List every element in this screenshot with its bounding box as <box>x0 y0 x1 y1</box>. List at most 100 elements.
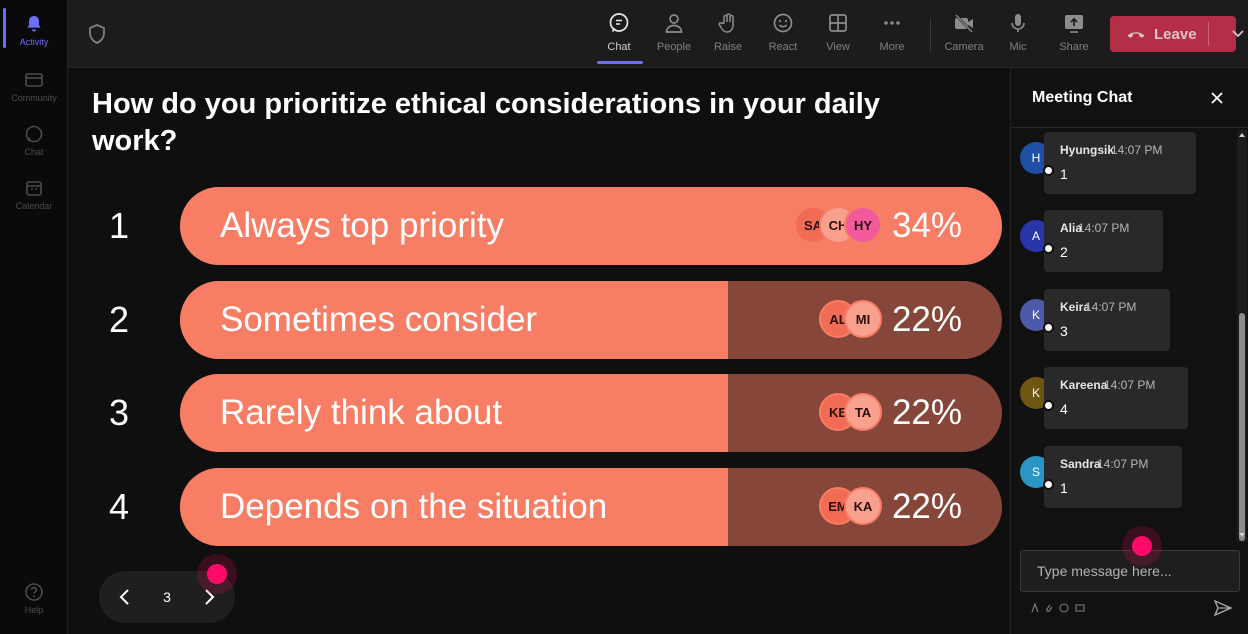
poll-option-percent: 22% <box>891 300 962 339</box>
voter-avatars: KE TA <box>819 393 882 433</box>
send-icon[interactable] <box>1213 598 1233 618</box>
hand-icon <box>718 13 734 33</box>
poll-option-label: Depends on the situation <box>220 487 608 526</box>
rail-item-help[interactable]: Help <box>0 578 68 628</box>
mic-icon <box>1011 14 1025 32</box>
meeting-chat-panel: Meeting Chat H Hyungsik 14:07 PM 1 A Alia 14:0… <box>1010 68 1248 634</box>
toolbar-mic-button[interactable]: Mic <box>993 10 1043 60</box>
rail-item-activity[interactable]: Activity <box>0 10 68 60</box>
community-icon <box>25 73 43 87</box>
toolbar-chat-button[interactable]: Chat <box>594 10 644 60</box>
toolbar-camera-button[interactable]: Camera <box>939 10 989 60</box>
format-icon[interactable] <box>1031 603 1039 613</box>
message-sender: Alia <box>1060 221 1083 235</box>
message-text: 1 <box>1060 480 1068 496</box>
rail-item-chat[interactable]: Chat <box>0 120 68 170</box>
leave-button[interactable]: Leave <box>1110 16 1244 52</box>
message-text: 1 <box>1060 166 1068 182</box>
poll-option-fill <box>180 281 729 359</box>
chevron-left-icon[interactable] <box>113 585 137 609</box>
toolbar-divider <box>930 18 931 52</box>
rail-active-indicator <box>3 8 6 48</box>
toolbar-people-button[interactable]: People <box>649 10 699 60</box>
rail-item-community[interactable]: Community <box>0 66 68 116</box>
message-sender: Sandra <box>1060 457 1101 471</box>
cursor-indicator <box>1132 536 1152 556</box>
people-icon <box>665 14 683 33</box>
composer-tools <box>1031 603 1085 615</box>
poll-option-number: 2 <box>108 299 130 340</box>
toolbar-active-indicator <box>597 61 643 64</box>
emoji-icon[interactable] <box>1059 603 1069 613</box>
message-bubble: Hyungsik 14:07 PM 1 <box>1044 132 1196 194</box>
chat-panel-title: Meeting Chat <box>1032 89 1133 106</box>
attach-icon[interactable] <box>1045 603 1053 613</box>
poll-option-fill <box>180 374 729 452</box>
meeting-toolbar: Chat People Raise React View More Camera… <box>68 0 1248 68</box>
poll-option: 2 Sometimes consider AL MI 22% <box>92 281 1002 359</box>
poll-option: 3 Rarely think about KE TA 22% <box>92 374 1002 452</box>
shield-icon[interactable] <box>88 24 106 44</box>
message-sender: Kareena <box>1060 378 1108 392</box>
rail-item-calendar[interactable]: Calendar <box>0 174 68 224</box>
message-bubble: Sandra 14:07 PM 1 <box>1044 446 1182 508</box>
message-text: 4 <box>1060 401 1068 417</box>
toolbar-react-button[interactable]: React <box>758 10 808 60</box>
message-bubble: Alia 14:07 PM 2 <box>1044 210 1163 272</box>
voter-avatar: HY <box>844 206 882 244</box>
poll-option-label: Always top priority <box>220 206 504 245</box>
leave-divider <box>1208 22 1209 46</box>
poll-option: 1 Always top priority SA CH HY 34% <box>92 187 1002 265</box>
poll-option-label: Rarely think about <box>220 393 503 432</box>
poll-option-number: 1 <box>108 205 130 246</box>
message-sender: Keira <box>1060 300 1091 314</box>
toolbar-raise-button[interactable]: Raise <box>703 10 753 60</box>
chat-scroll-thumb[interactable] <box>1239 313 1245 541</box>
toolbar-share-button[interactable]: Share <box>1049 10 1099 60</box>
poll-option-fill <box>180 468 729 546</box>
toolbar-button-label: Camera <box>944 41 984 53</box>
presence-status <box>1043 165 1054 176</box>
poll-option: 4 Depends on the situation EM KA 22% <box>92 468 1002 546</box>
hang-up-icon <box>1127 32 1145 38</box>
message-timestamp: 14:07 PM <box>1097 457 1149 471</box>
toolbar-button-label: Share <box>1059 41 1089 53</box>
message-bubble: Keira 14:07 PM 3 <box>1044 289 1170 351</box>
poll-option-bar: Always top priority SA CH HY 34% <box>180 187 1002 265</box>
toolbar-more-button[interactable]: More <box>867 10 917 60</box>
calendar-icon <box>26 181 42 196</box>
poll-option-label: Sometimes consider <box>220 300 538 339</box>
scroll-down-icon[interactable] <box>1238 531 1246 539</box>
chat-composer[interactable] <box>1020 550 1240 592</box>
voter-avatar: MI <box>844 300 882 338</box>
message-timestamp: 14:07 PM <box>1111 143 1163 157</box>
toolbar-button-label: React <box>768 41 798 53</box>
toolbar-button-label: View <box>826 41 850 53</box>
voter-avatars: SA CH HY <box>794 206 882 246</box>
poll-option-number: 4 <box>108 486 130 527</box>
toolbar-button-label: Mic <box>1009 41 1027 53</box>
more-icon <box>884 21 900 25</box>
chat-icon <box>25 125 43 143</box>
chat-message-input[interactable] <box>1021 551 1239 591</box>
rail-item-label: Help <box>24 605 44 615</box>
message-text: 3 <box>1060 323 1068 339</box>
close-icon[interactable] <box>1209 90 1225 106</box>
smiley-icon <box>773 13 793 33</box>
chevron-right-icon[interactable] <box>197 585 221 609</box>
chat-divider <box>1011 127 1248 128</box>
chevron-down-icon[interactable] <box>1230 25 1246 41</box>
scroll-up-icon[interactable] <box>1238 131 1246 139</box>
voter-avatars: AL MI <box>819 300 882 340</box>
voter-avatar: TA <box>844 393 882 431</box>
poll-option-percent: 22% <box>891 487 962 526</box>
presence-status <box>1043 322 1054 333</box>
gif-icon[interactable] <box>1075 603 1085 613</box>
page-number: 3 <box>163 589 171 605</box>
toolbar-view-button[interactable]: View <box>813 10 863 60</box>
poll-results: How do you prioritize ethical considerat… <box>68 68 1010 634</box>
chat-icon <box>609 13 629 32</box>
toolbar-button-label: People <box>656 41 692 53</box>
poll-option-bar: Depends on the situation EM KA 22% <box>180 468 1002 546</box>
toolbar-button-label: More <box>879 41 905 53</box>
